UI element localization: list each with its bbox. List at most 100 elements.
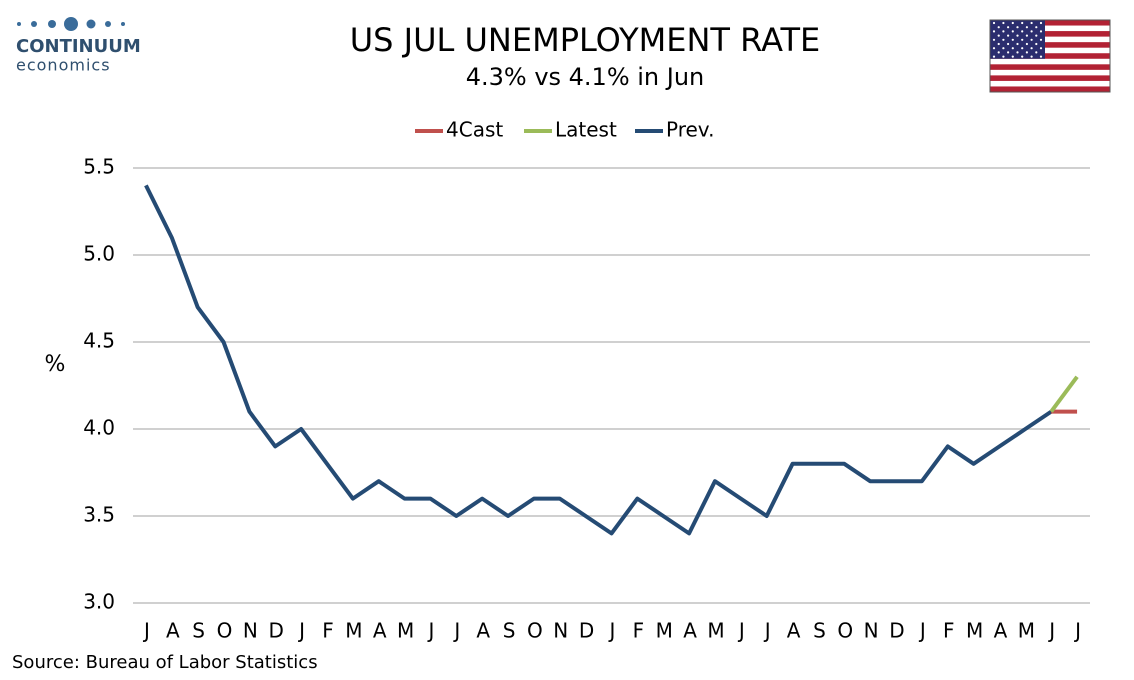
x-tick-label: A [476,619,490,643]
flag-star [1016,34,1019,37]
x-tick-label: N [553,619,568,643]
flag-star [1030,21,1033,25]
flag-star [1039,55,1043,58]
x-tick-label: A [166,619,180,643]
legend-label: Latest [555,118,617,142]
y-tick-label: 3.0 [83,590,115,614]
x-tick-label: O [837,619,853,643]
flag-star [1039,30,1043,33]
flag-stripe [990,20,1110,26]
flag-star [1025,26,1028,29]
x-tick-label: S [503,619,516,643]
flag-star [1035,34,1038,37]
x-tick-label: O [217,619,233,643]
flag-star [1030,47,1033,50]
x-tick-label: S [813,619,826,643]
legend-label: 4Cast [446,118,503,142]
flag-star [1035,42,1038,46]
x-tick-label: J [142,619,150,643]
x-tick-label: F [943,619,955,643]
flag-star [1030,38,1033,41]
x-tick-label: D [579,619,594,643]
x-tick-label: J [297,619,305,643]
flag-star [1007,51,1010,54]
flag-star [1025,51,1028,54]
flag-star [992,21,996,25]
flag-star [1025,34,1028,37]
flag-stripe [990,86,1110,92]
brand: CONTINUUM [16,36,141,57]
logo: CONTINUUM economics [16,17,141,75]
x-tick-label: J [737,619,745,643]
flag-star [997,26,1000,29]
flag-star [992,55,996,58]
flag-star [1016,26,1019,29]
flag-star [1011,55,1014,58]
x-tick-label: J [452,619,460,643]
flag-star [1030,55,1033,58]
x-tick-label: N [243,619,258,643]
flag-star [992,38,996,41]
x-tick-label: S [192,619,205,643]
y-tick-label: 3.5 [83,503,115,527]
x-tick-label: J [918,619,926,643]
flag-star [1002,38,1005,41]
x-tick-label: J [1047,619,1055,643]
x-tick-label: D [269,619,284,643]
source: Source: Bureau of Labor Statistics [12,652,318,673]
flag-star [1002,21,1005,25]
x-tick-label: M [1018,619,1035,643]
x-tick-label: A [373,619,387,643]
x-tick-label: F [322,619,334,643]
flag-star [1007,26,1010,29]
flag-star [1011,38,1014,41]
chart-subtitle: 4.3% vs 4.1% in Jun [466,63,705,91]
flag-stripe [990,64,1110,70]
brand-sub: economics [16,56,111,75]
x-tick-label: A [994,619,1008,643]
flag-star [992,47,996,50]
x-tick-label: J [1073,619,1081,643]
x-tick-label: J [426,619,434,643]
y-tick-label: 4.0 [83,416,115,440]
flag-star [1039,21,1043,25]
flag-star [1035,51,1038,54]
series-line [1049,375,1079,413]
flag-star [1002,30,1005,33]
flag-star [1021,55,1024,58]
flag-star [1021,47,1024,50]
flag-star [992,30,996,33]
x-tick-label: J [763,619,771,643]
flag-star [997,42,1000,46]
flag-star [1007,34,1010,37]
legend-label: Prev. [666,118,714,142]
flag-stripe [990,31,1110,37]
flag-star [1011,30,1014,33]
flag-stripe [990,75,1110,81]
flag-star [1021,38,1024,41]
y-tick-label: 5.0 [83,242,115,266]
y-tick-label: 4.5 [83,329,115,353]
flag [989,19,1111,93]
y-tick-label: 5.5 [83,155,115,179]
flag-star [1021,30,1024,33]
x-tick-label: M [707,619,724,643]
x-tick-label: F [633,619,645,643]
x-tick-label: A [683,619,697,643]
flag-star [1002,55,1005,58]
x-tick-label: M [656,619,673,643]
flag-star [1011,47,1014,50]
flag-star [997,34,1000,37]
series-line [144,184,1053,536]
flag-star [1025,42,1028,46]
flag-star [1002,47,1005,50]
x-tick-label: A [787,619,801,643]
flag-star [1011,21,1014,25]
x-tick-label: O [527,619,543,643]
flag-star [1035,26,1038,29]
flag-star [1016,42,1019,46]
x-tick-label: J [608,619,616,643]
flag-star [1007,42,1010,46]
x-tick-label: M [966,619,983,643]
flag-star [1016,51,1019,54]
